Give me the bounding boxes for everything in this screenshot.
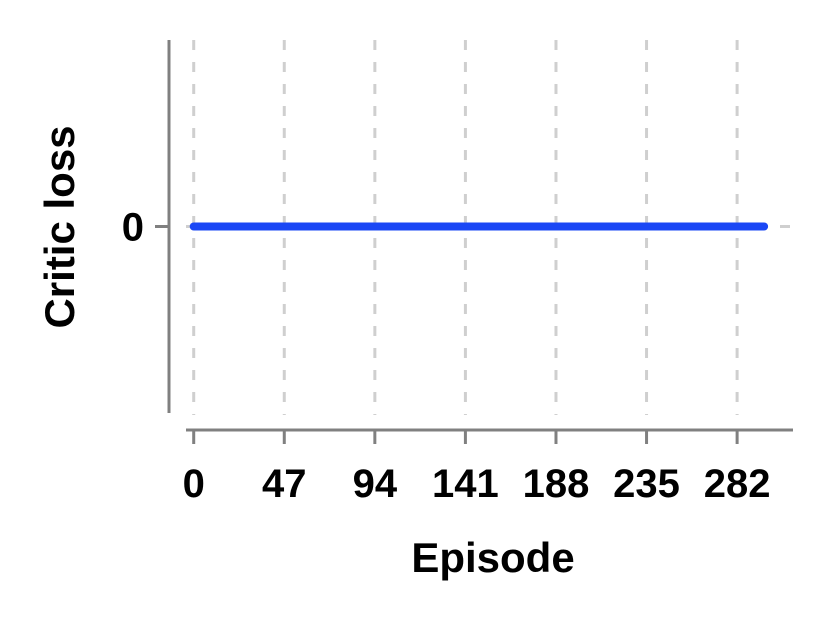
x-axis-title: Episode bbox=[411, 534, 574, 581]
x-tick-label: 141 bbox=[432, 462, 499, 506]
y-tick-label: 0 bbox=[122, 206, 144, 250]
x-tick-label: 0 bbox=[183, 462, 205, 506]
x-tick-label: 47 bbox=[262, 462, 307, 506]
x-tick-label: 94 bbox=[353, 462, 398, 506]
grid-lines bbox=[186, 40, 793, 415]
x-tick-label: 282 bbox=[704, 462, 771, 506]
x-ticks: 0 47 94 141 188 235 282 bbox=[183, 430, 771, 506]
y-ticks: 0 bbox=[122, 206, 169, 250]
y-axis-title: Critic loss bbox=[36, 125, 83, 328]
x-tick-label: 188 bbox=[523, 462, 590, 506]
x-tick-label: 235 bbox=[613, 462, 680, 506]
